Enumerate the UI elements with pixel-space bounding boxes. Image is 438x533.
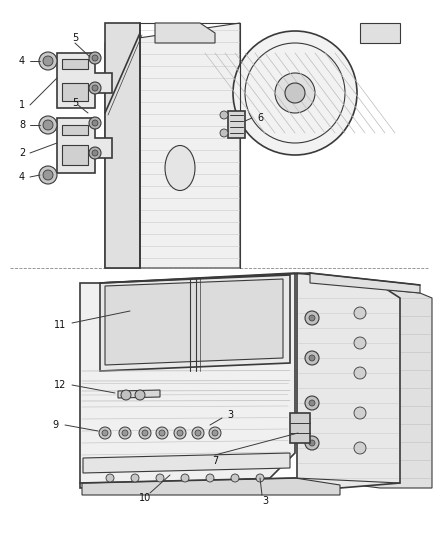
Polygon shape — [118, 390, 160, 398]
Text: 4: 4 — [19, 56, 25, 66]
Circle shape — [309, 355, 315, 361]
Polygon shape — [228, 111, 245, 138]
Circle shape — [92, 85, 98, 91]
Polygon shape — [62, 59, 88, 69]
Circle shape — [106, 474, 114, 482]
Polygon shape — [155, 23, 215, 43]
Circle shape — [121, 390, 131, 400]
Text: 5: 5 — [72, 33, 78, 43]
Text: 10: 10 — [139, 493, 151, 503]
Polygon shape — [310, 273, 420, 293]
Circle shape — [209, 427, 221, 439]
Circle shape — [309, 315, 315, 321]
Circle shape — [156, 427, 168, 439]
Circle shape — [89, 147, 101, 159]
Circle shape — [135, 390, 145, 400]
Circle shape — [305, 311, 319, 325]
Polygon shape — [105, 23, 240, 268]
Circle shape — [92, 150, 98, 156]
Circle shape — [174, 427, 186, 439]
Polygon shape — [105, 23, 140, 268]
Circle shape — [177, 430, 183, 436]
Text: 2: 2 — [19, 148, 25, 158]
Circle shape — [305, 396, 319, 410]
Polygon shape — [80, 273, 295, 488]
Circle shape — [39, 52, 57, 70]
Polygon shape — [62, 145, 88, 165]
Text: 11: 11 — [54, 320, 66, 330]
Circle shape — [39, 116, 57, 134]
Text: 5: 5 — [72, 98, 78, 108]
Circle shape — [139, 427, 151, 439]
Circle shape — [233, 31, 357, 155]
Circle shape — [231, 474, 239, 482]
Polygon shape — [62, 83, 88, 101]
Circle shape — [220, 129, 228, 137]
Circle shape — [89, 52, 101, 64]
Circle shape — [220, 111, 228, 119]
Circle shape — [89, 82, 101, 94]
Circle shape — [195, 430, 201, 436]
Circle shape — [92, 120, 98, 126]
Circle shape — [354, 307, 366, 319]
Circle shape — [309, 440, 315, 446]
Polygon shape — [360, 23, 400, 43]
Polygon shape — [57, 53, 112, 108]
Circle shape — [89, 117, 101, 129]
Circle shape — [102, 430, 108, 436]
Text: 4: 4 — [19, 172, 25, 182]
Circle shape — [305, 351, 319, 365]
Circle shape — [43, 120, 53, 130]
Text: 6: 6 — [257, 113, 263, 123]
Circle shape — [212, 430, 218, 436]
Circle shape — [181, 474, 189, 482]
Circle shape — [309, 400, 315, 406]
Polygon shape — [105, 279, 283, 365]
Polygon shape — [100, 275, 290, 371]
Circle shape — [119, 427, 131, 439]
Circle shape — [256, 474, 264, 482]
Polygon shape — [57, 118, 112, 173]
Circle shape — [99, 427, 111, 439]
Ellipse shape — [165, 146, 195, 190]
Text: 3: 3 — [227, 410, 233, 420]
Circle shape — [43, 56, 53, 66]
Circle shape — [131, 474, 139, 482]
Circle shape — [285, 83, 305, 103]
Circle shape — [92, 55, 98, 61]
Polygon shape — [82, 478, 340, 495]
Polygon shape — [340, 285, 432, 488]
Circle shape — [159, 430, 165, 436]
Text: 3: 3 — [262, 496, 268, 506]
Circle shape — [275, 73, 315, 113]
Text: 7: 7 — [212, 456, 218, 466]
Circle shape — [156, 474, 164, 482]
Circle shape — [142, 430, 148, 436]
Text: 8: 8 — [19, 120, 25, 130]
Circle shape — [39, 166, 57, 184]
Text: 12: 12 — [54, 380, 66, 390]
Circle shape — [43, 170, 53, 180]
Circle shape — [354, 407, 366, 419]
Circle shape — [305, 436, 319, 450]
Circle shape — [354, 367, 366, 379]
Polygon shape — [290, 413, 310, 443]
Circle shape — [354, 442, 366, 454]
Circle shape — [206, 474, 214, 482]
Polygon shape — [62, 125, 88, 135]
Circle shape — [122, 430, 128, 436]
Text: 9: 9 — [52, 420, 58, 430]
Polygon shape — [83, 453, 290, 473]
Circle shape — [354, 337, 366, 349]
Polygon shape — [297, 273, 400, 488]
Text: 1: 1 — [19, 100, 25, 110]
Circle shape — [192, 427, 204, 439]
